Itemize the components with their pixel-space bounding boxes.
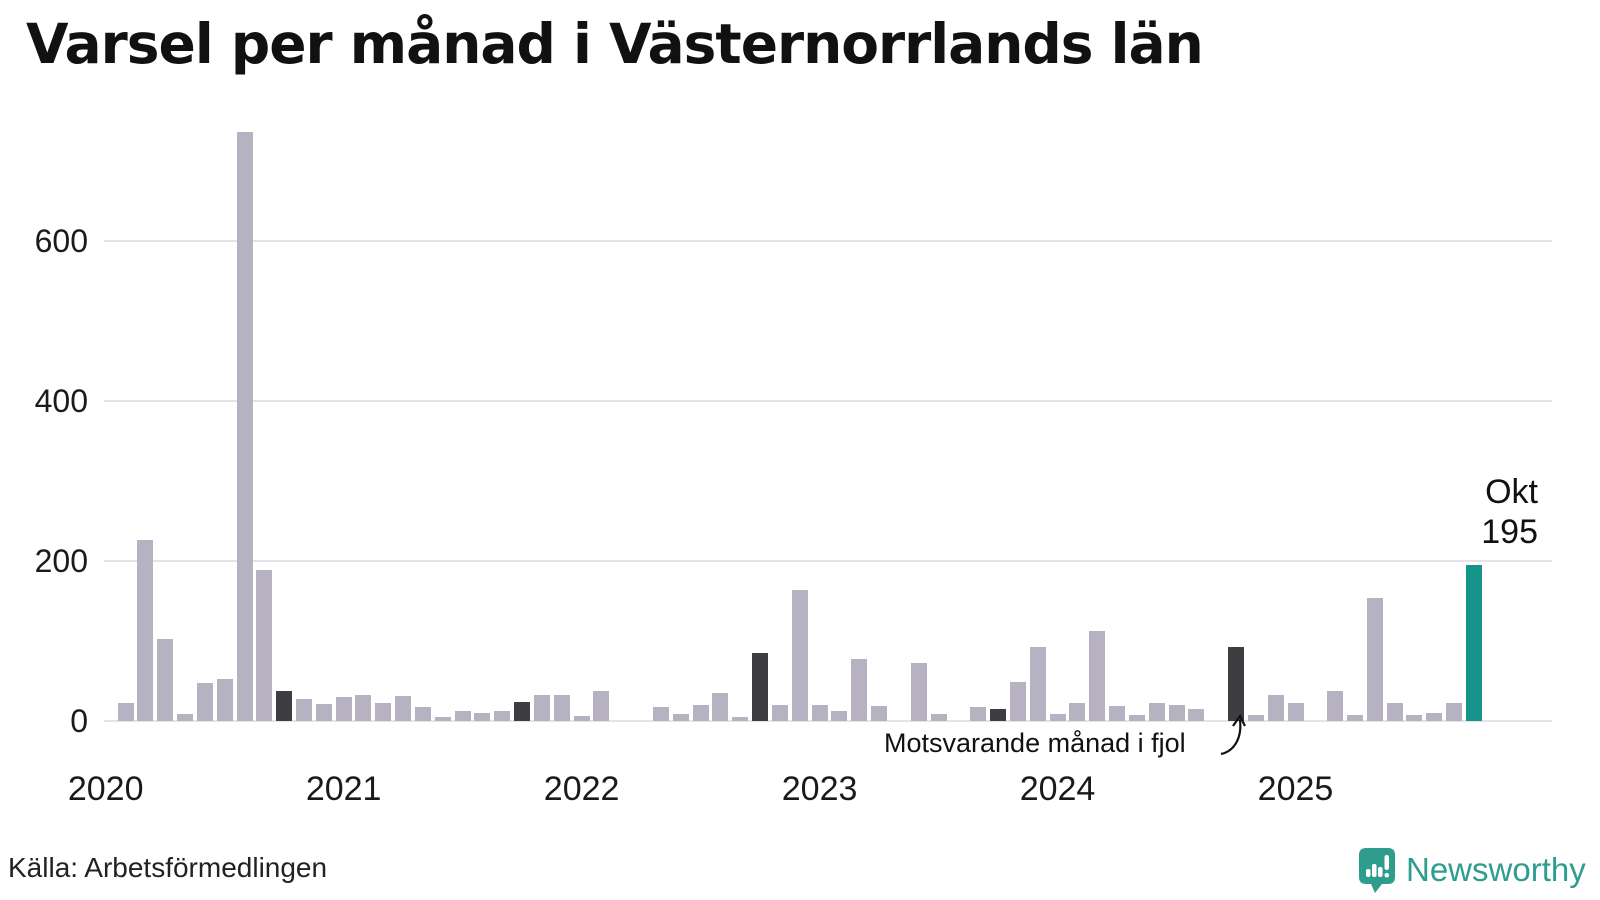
bar (454, 710, 471, 721)
bar (375, 702, 392, 721)
newsworthy-logo: Newsworthy (1358, 846, 1586, 894)
bar (851, 659, 868, 721)
gridline-y0 (104, 720, 1552, 722)
gridline-y200 (104, 559, 1552, 562)
annotation-arrow-icon (1220, 713, 1246, 756)
bar-previous-october (514, 701, 531, 721)
bar (1128, 714, 1145, 721)
bar (910, 662, 927, 721)
bar-previous-october (990, 708, 1007, 721)
bar (137, 540, 154, 721)
bar (811, 704, 828, 721)
bar (831, 711, 848, 721)
bar-previous-october (752, 652, 769, 721)
bar (593, 691, 610, 721)
x-axis-year-label: 2022 (543, 770, 620, 808)
bar (216, 678, 233, 721)
current-bar-label: Okt 195 (1481, 472, 1538, 552)
bar (1247, 714, 1264, 721)
bar (692, 704, 709, 721)
y-axis-tick-label: 600 (34, 222, 88, 259)
x-axis-year-label: 2024 (1019, 770, 1096, 808)
bar (1089, 631, 1106, 721)
bar (672, 713, 689, 721)
bar (652, 706, 669, 721)
bar (1029, 647, 1046, 721)
bar-previous-october (1228, 647, 1244, 721)
x-axis-year-label: 2025 (1257, 770, 1334, 808)
bar (1366, 598, 1383, 721)
bar (256, 569, 273, 721)
bar (871, 705, 888, 721)
bar (1446, 702, 1463, 721)
gridline-y600 (104, 239, 1552, 242)
y-axis-tick-label: 0 (70, 703, 88, 739)
bar (771, 704, 788, 721)
bar (315, 704, 332, 721)
bar (1188, 708, 1205, 721)
bar (1327, 691, 1344, 721)
current-bar-month: Okt (1485, 473, 1538, 511)
bar (196, 683, 213, 721)
bar (117, 702, 134, 721)
bar (177, 713, 194, 721)
source-caption: Källa: Arbetsförmedlingen (8, 852, 328, 883)
bar (1426, 712, 1443, 721)
bar (1109, 705, 1126, 721)
bar (414, 706, 431, 721)
bar (474, 712, 491, 721)
bar (1009, 681, 1026, 721)
bar (791, 589, 808, 721)
current-bar-value: 195 (1481, 513, 1538, 551)
bar (732, 716, 749, 721)
bar (1267, 695, 1284, 721)
bar (1386, 703, 1403, 721)
x-axis-year-label: 2023 (781, 770, 858, 808)
bar (434, 716, 451, 721)
y-axis-tick-label: 200 (34, 542, 88, 579)
bar (573, 716, 590, 721)
bar (355, 695, 372, 721)
bar-previous-october (276, 690, 293, 721)
bar (1069, 702, 1086, 721)
bar (296, 699, 312, 721)
bar (553, 694, 570, 721)
bar (1287, 703, 1304, 721)
bar (970, 707, 987, 721)
x-axis-year-label: 2020 (67, 770, 144, 808)
x-axis-year-label: 2021 (305, 770, 382, 808)
bar (712, 692, 729, 721)
bar (236, 132, 253, 721)
bar (1346, 714, 1363, 721)
newsworthy-wordmark: Newsworthy (1406, 851, 1586, 888)
bar (335, 696, 352, 721)
bar (157, 639, 174, 721)
newsworthy-icon (1359, 847, 1395, 893)
bar (533, 694, 550, 721)
bar-current-month (1465, 564, 1482, 721)
bar (494, 711, 511, 721)
chart-title: Varsel per månad i Västernorrlands län (26, 12, 1204, 76)
y-axis-tick-label: 400 (34, 382, 88, 419)
bar (1168, 704, 1185, 721)
bar (930, 713, 947, 721)
bar (1148, 703, 1165, 721)
fjol-annotation-text: Motsvarande månad i fjol (884, 728, 1186, 758)
gridline-y400 (104, 399, 1552, 402)
bar (1406, 714, 1423, 721)
bar (1049, 713, 1066, 721)
bar (395, 696, 412, 721)
